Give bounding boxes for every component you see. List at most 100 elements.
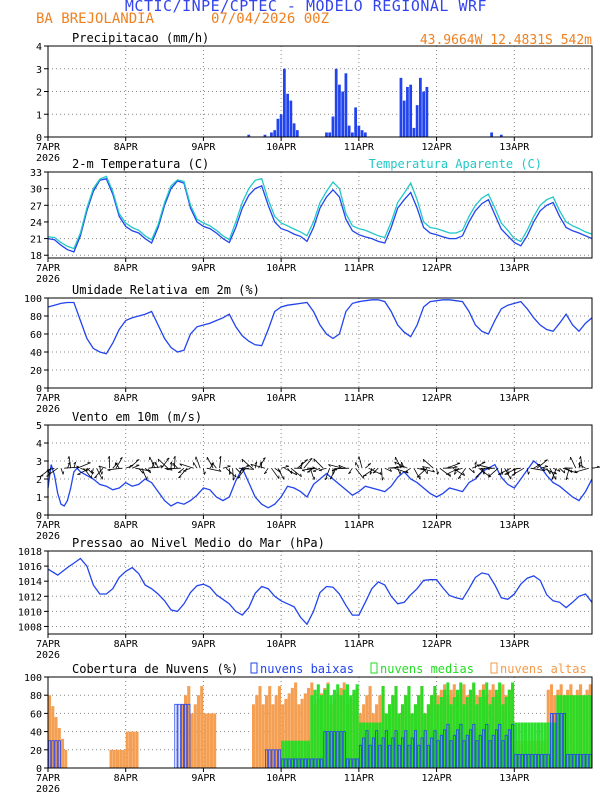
wind-arrow [148, 466, 164, 469]
cloud-bar-mid [456, 689, 460, 768]
wind-arrow [565, 468, 570, 481]
precip-bar [328, 132, 332, 137]
x-year-label: 2026 [36, 153, 60, 164]
x-tick-label: 7APR [36, 393, 61, 404]
cloud-bar-mid [588, 695, 592, 768]
precip-bar [399, 77, 403, 137]
wind-arrow-head [372, 471, 376, 474]
wind-arrow-head [367, 463, 371, 465]
wind-arrow-head [512, 468, 516, 471]
x-tick-label: 8APR [114, 393, 139, 404]
x-tick-label: 9APR [191, 520, 216, 531]
cloud-bar-mid [391, 695, 395, 768]
x-tick-label: 10APR [266, 639, 297, 650]
panel-precip [44, 45, 593, 141]
x-tick-label: 10APR [266, 142, 297, 153]
wind-arrow-head [178, 471, 182, 474]
cloud-bar-mid [443, 689, 447, 768]
wind-arrow [422, 466, 431, 469]
wind-arrow [551, 468, 557, 480]
cloud-bar-high [200, 686, 204, 768]
wind-arrow [206, 467, 222, 472]
wind-arrow [195, 456, 201, 469]
x-year-label: 2026 [36, 650, 60, 661]
wind-arrow-head [119, 456, 123, 460]
wind-arrow [170, 461, 172, 469]
cloud-bar-mid [430, 695, 434, 768]
y-tick-label: 80 [30, 691, 42, 702]
x-tick-label: 11APR [344, 773, 375, 784]
cloud-bar-high [51, 706, 55, 768]
wind-arrow [381, 468, 383, 481]
y-tick-label: 24 [30, 218, 42, 229]
cloud-bar-mid [400, 704, 405, 768]
x-tick-label: 11APR [344, 393, 375, 404]
cloud-bar-high [196, 695, 201, 768]
cloud-bar-high [112, 749, 116, 768]
wind-arrow-head [565, 477, 569, 481]
wind-arrow-head [325, 477, 328, 480]
wind-arrow-head [558, 468, 561, 472]
wind-arrow-head [476, 464, 480, 468]
cloud-bar-mid [388, 704, 392, 768]
cloud-bar-mid [465, 697, 469, 768]
wind-arrow-head [76, 465, 80, 468]
wind-arrow-head [169, 461, 172, 465]
cloud-bar-mid [342, 689, 346, 768]
wind-arrow-head [457, 476, 462, 479]
cloud-bar-high [213, 713, 217, 768]
legend-label: nuvens baixas [260, 662, 354, 676]
wind-arrow [452, 467, 465, 476]
y-tick-label: 3 [36, 457, 42, 468]
cloud-bar-high [300, 698, 304, 768]
panel-title: Cobertura de Nuvens (%) [72, 662, 238, 676]
wind-arrow [365, 463, 372, 469]
x-tick-label: 9APR [191, 263, 216, 274]
wind-arrow-head [73, 461, 76, 465]
cloud-bar-high [116, 749, 120, 768]
x-year-label: 2026 [36, 404, 60, 415]
wind-arrow [511, 467, 525, 476]
wind-arrow [80, 467, 88, 472]
wind-arrow [404, 467, 411, 473]
wind-arrow [468, 467, 475, 474]
precip-bar [344, 73, 348, 137]
cloud-bar-high [297, 704, 301, 768]
cloud-bar-mid [417, 695, 421, 768]
wind-arrow [546, 467, 551, 475]
cloud-bar-high [290, 687, 294, 768]
cloud-bar-high [206, 713, 210, 768]
wind-arrow [290, 467, 302, 478]
x-tick-label: 9APR [191, 393, 216, 404]
wind-arrow-head [312, 466, 316, 469]
cloud-bar-mid [536, 722, 541, 768]
precip-bar [338, 84, 341, 137]
wind-arrow-head [399, 465, 404, 468]
wind-arrow-head [301, 469, 305, 472]
cloud-bar-mid [436, 704, 440, 768]
panel-title: Vento em 10m (m/s) [72, 410, 202, 424]
precip-bar [415, 105, 419, 137]
wind-arrow-head [400, 462, 402, 466]
wind-arrow-head [574, 471, 578, 474]
wind-arrow [401, 461, 405, 469]
cloud-bar-mid [446, 682, 450, 768]
x-tick-label: 8APR [114, 142, 139, 153]
wind-arrow [76, 462, 91, 469]
cloud-bar-high [203, 713, 207, 768]
cloud-bar-low [174, 703, 178, 769]
wind-arrow [237, 467, 246, 479]
wind-arrow-head [449, 473, 451, 477]
wind-arrow-head [67, 456, 70, 460]
cloud-bar-mid [365, 722, 369, 768]
series-line-temp-1 [47, 175, 593, 250]
cloud-bar-mid [569, 695, 573, 768]
cloud-bar-high [209, 713, 213, 768]
cloud-bar-mid [530, 722, 534, 768]
y-tick-label: 4 [36, 42, 42, 53]
cloud-bar-high [264, 695, 269, 768]
wind-arrow [413, 468, 421, 480]
cloud-bar-mid [281, 740, 285, 768]
wind-arrow [235, 467, 242, 474]
